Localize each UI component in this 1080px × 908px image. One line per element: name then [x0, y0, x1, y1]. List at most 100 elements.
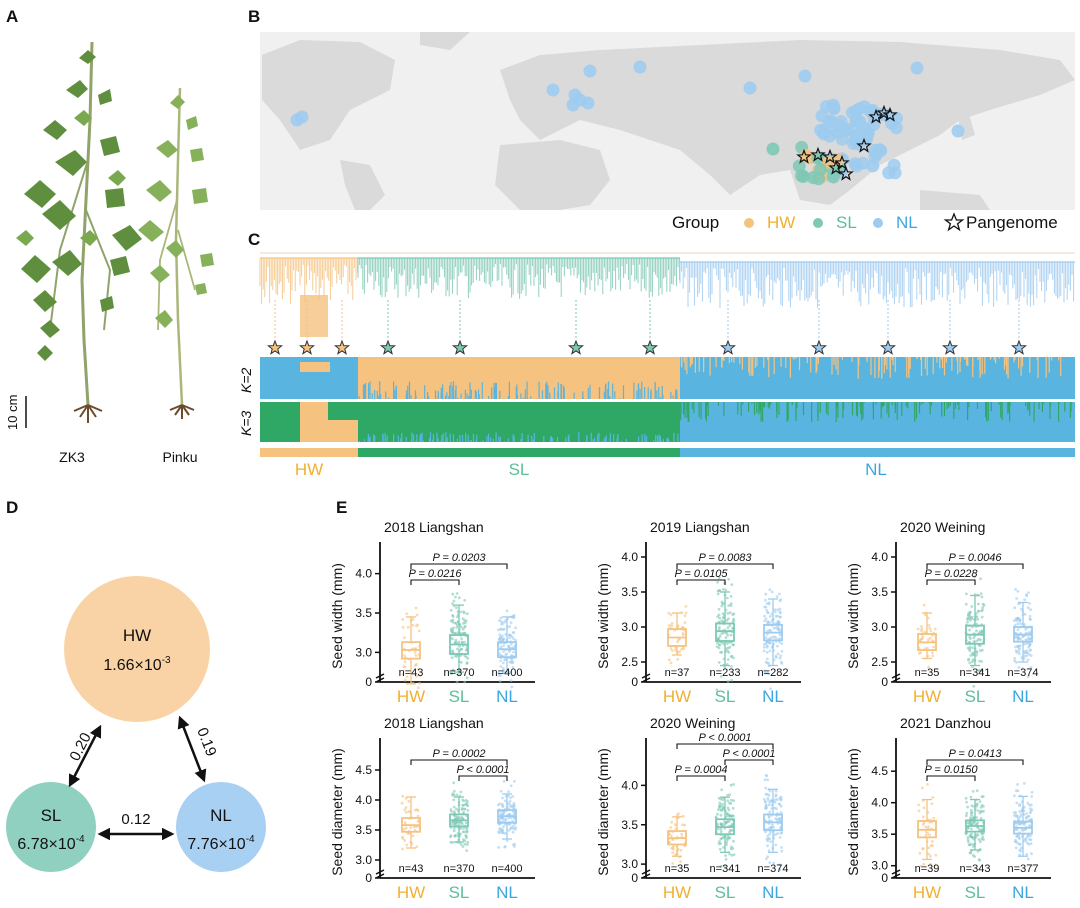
data-point — [718, 801, 722, 805]
data-point — [726, 680, 730, 683]
data-point — [463, 598, 467, 602]
k2-admixture — [851, 357, 853, 362]
category-label: HW — [913, 687, 941, 706]
k3-admixture — [445, 432, 447, 442]
y-axis-label: Seed diameter (mm) — [845, 748, 861, 876]
data-point — [1013, 623, 1017, 627]
data-point — [719, 804, 723, 807]
data-point — [671, 851, 674, 855]
data-point — [927, 846, 931, 850]
k2-admixture — [637, 383, 639, 399]
data-point — [403, 636, 406, 639]
k2-admixture — [385, 391, 387, 399]
k2-admixture — [1021, 357, 1024, 367]
y-tick-label: 3.0 — [355, 853, 372, 867]
legend-nl-dot — [873, 218, 883, 228]
k2-admixture — [376, 390, 378, 399]
data-point — [728, 611, 732, 615]
data-point — [779, 831, 783, 835]
data-point — [1027, 631, 1031, 635]
k2-admixture — [526, 381, 528, 399]
k2-admixture — [442, 384, 444, 399]
k3-admixture — [954, 402, 957, 409]
data-point — [766, 657, 769, 661]
k2-admixture — [369, 381, 371, 399]
data-point — [728, 624, 732, 628]
k2-admixture — [785, 357, 787, 368]
data-point — [504, 653, 508, 657]
data-point — [762, 669, 766, 673]
data-point — [715, 688, 719, 692]
data-point — [768, 621, 772, 625]
k2-admixture — [545, 383, 547, 399]
k3-admixture — [597, 434, 599, 442]
data-point — [768, 801, 772, 804]
axis-break — [641, 673, 651, 679]
k2-admixture — [405, 395, 407, 399]
data-point — [1021, 667, 1024, 670]
data-point — [464, 619, 468, 623]
data-point — [414, 654, 418, 657]
k2-admixture — [881, 357, 883, 379]
data-point — [780, 649, 784, 653]
k3-admixture — [1049, 402, 1052, 407]
legend-sl-label: SL — [836, 213, 857, 232]
data-point — [415, 662, 418, 666]
data-point — [401, 673, 405, 676]
p-value-label: P = 0.0203 — [432, 552, 486, 564]
data-point — [453, 826, 456, 830]
data-point — [452, 781, 456, 785]
k3-admixture — [796, 402, 798, 409]
k2-admixture — [494, 390, 496, 399]
data-point — [512, 631, 515, 634]
data-point — [918, 638, 922, 642]
data-point — [978, 800, 982, 803]
category-label: SL — [715, 883, 736, 902]
data-point — [669, 661, 673, 665]
n-label: n=370 — [444, 667, 475, 679]
k3-admixture — [449, 433, 451, 442]
data-point — [411, 618, 415, 621]
k2-admixture — [491, 387, 493, 399]
data-point — [778, 867, 782, 871]
data-point — [1028, 617, 1032, 621]
k2-admixture — [728, 357, 730, 364]
data-point — [727, 604, 731, 607]
data-point — [1023, 598, 1026, 602]
category-label: SL — [449, 883, 470, 902]
data-point — [779, 811, 783, 814]
k3-admixture — [432, 434, 435, 442]
data-point — [1027, 814, 1031, 818]
data-point — [779, 611, 782, 615]
data-point — [1028, 811, 1032, 815]
k3-admixture — [625, 438, 627, 442]
k2-admixture — [932, 357, 934, 375]
data-point — [461, 617, 465, 620]
data-point — [450, 822, 454, 826]
data-point — [718, 840, 721, 843]
circle-hw — [64, 576, 210, 722]
data-point — [1016, 622, 1020, 626]
group-label-sl: SL — [509, 460, 530, 479]
k3-admixture — [786, 402, 788, 422]
k2-admixture — [377, 395, 379, 399]
data-point — [449, 619, 453, 623]
data-point — [980, 615, 984, 619]
data-point — [920, 625, 923, 628]
data-point — [670, 820, 674, 824]
data-point — [464, 821, 468, 825]
k2-admixture — [694, 357, 696, 373]
data-point — [975, 654, 978, 657]
data-point — [1017, 817, 1020, 821]
data-point — [732, 799, 736, 803]
k2-admixture — [1007, 357, 1009, 379]
k2-admixture — [522, 397, 524, 399]
data-point — [454, 834, 457, 837]
k2-admixture — [363, 395, 365, 399]
p-value-bracket — [926, 775, 976, 781]
data-point — [724, 821, 728, 825]
k2-admixture — [560, 384, 563, 399]
data-point — [1027, 653, 1031, 656]
p-value-bracket — [410, 579, 460, 585]
data-point — [671, 862, 675, 865]
